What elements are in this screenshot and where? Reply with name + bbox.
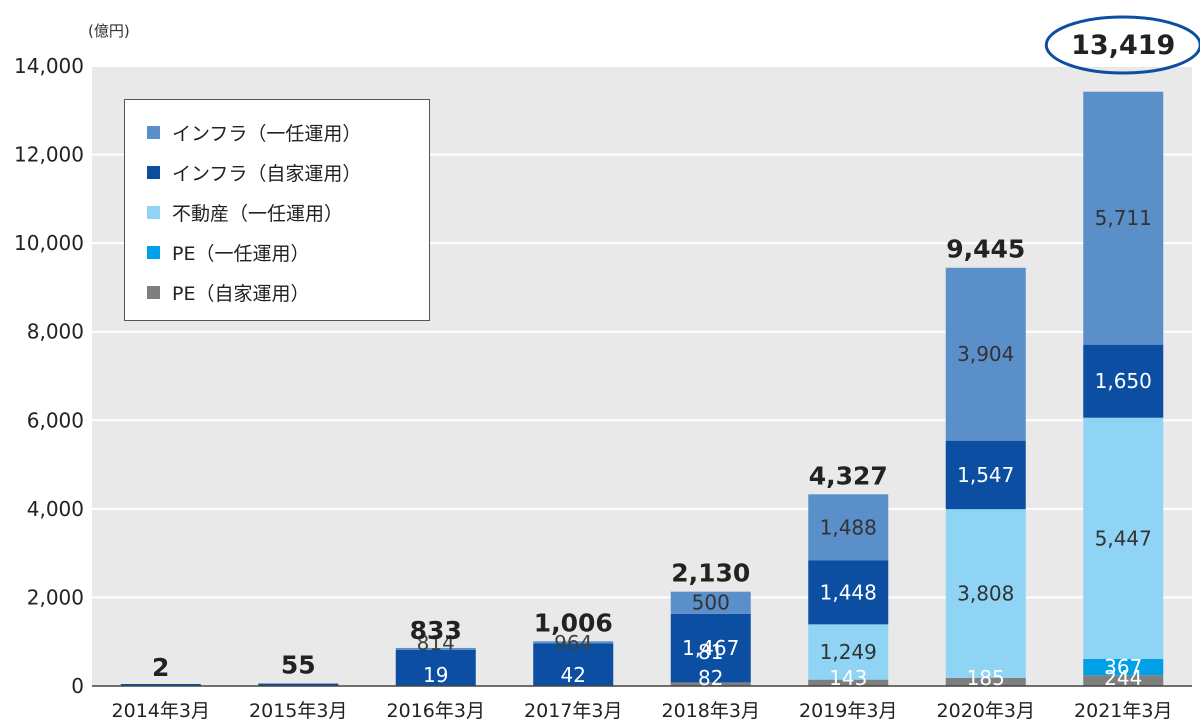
y-tick-label: 8,000 <box>27 320 84 344</box>
segment-label: 143 <box>829 666 867 690</box>
segment-label: 185 <box>967 666 1005 690</box>
segment-label: 1,249 <box>820 640 877 664</box>
y-axis-unit-label: (億円) <box>88 22 130 40</box>
y-tick-label: 2,000 <box>27 585 84 609</box>
total-label: 13,419 <box>1071 30 1175 61</box>
bar-segment <box>945 267 1026 441</box>
segment-label: 3,808 <box>957 581 1014 605</box>
segment-label: 367 <box>1104 655 1142 679</box>
segment-label: 500 <box>692 591 730 615</box>
y-tick-label: 4,000 <box>27 497 84 521</box>
x-tick-label: 2016年3月 <box>387 700 485 722</box>
segment-label: 82 <box>698 666 723 690</box>
legend-label: インフラ（一任運用） <box>172 122 362 145</box>
total-label: 55 <box>281 651 316 680</box>
segment-label: 244 <box>1104 666 1142 690</box>
legend-swatch <box>147 285 160 299</box>
y-tick-label: 12,000 <box>14 143 84 167</box>
bar-segment <box>533 641 614 644</box>
bar-segment <box>808 624 889 680</box>
legend-swatch <box>147 165 160 179</box>
segment-label: 1,467 <box>682 636 739 660</box>
x-tick-label: 2014年3月 <box>112 700 210 722</box>
bar-segment <box>1083 417 1164 659</box>
highlight-ellipse <box>1044 15 1200 75</box>
bar-segment <box>395 649 476 686</box>
bar-segment <box>1083 344 1164 418</box>
total-label: 4,327 <box>809 461 888 490</box>
bar-segment <box>258 683 339 686</box>
y-axis: 0 2,000 4,000 6,000 8,000 10,000 12,000 14,000 <box>14 54 84 698</box>
bar-segment <box>1083 658 1164 676</box>
total-label: 9,445 <box>946 235 1025 264</box>
bar-segment <box>395 647 476 650</box>
legend-item: インフラ（自家運用） <box>147 152 429 192</box>
y-tick-label: 14,000 <box>14 54 84 78</box>
y-tick-label: 0 <box>71 674 84 698</box>
legend-label: インフラ（自家運用） <box>172 162 362 185</box>
segment-label: 1,650 <box>1095 369 1152 393</box>
legend-item: インフラ（一任運用） <box>147 112 429 152</box>
legend: インフラ（一任運用） インフラ（自家運用） 不動産（一任運用） PE（一任運用）… <box>124 99 430 321</box>
x-axis: 2014年3月 2015年3月 2016年3月 2017年3月 2018年3月 2019年… <box>92 685 1192 722</box>
x-tick-label: 2020年3月 <box>937 700 1035 722</box>
bar-segment <box>1083 675 1164 686</box>
bars <box>120 91 1164 686</box>
bar-segment <box>808 494 889 561</box>
total-label: 2 <box>152 653 169 682</box>
segment-label: 5,447 <box>1095 526 1152 550</box>
legend-label: PE（一任運用） <box>172 242 310 265</box>
legend-swatch <box>147 245 160 259</box>
segment-label: 964 <box>554 631 592 655</box>
x-tick-label: 2021年3月 <box>1074 700 1172 722</box>
total-label: 1,006 <box>534 608 613 637</box>
total-label: 833 <box>410 616 462 645</box>
segment-label: 42 <box>561 663 586 687</box>
y-tick-label: 10,000 <box>14 231 84 255</box>
bar-segment <box>945 509 1026 678</box>
x-tick-label: 2015年3月 <box>249 700 347 722</box>
x-tick-label: 2017年3月 <box>524 700 622 722</box>
segment-label: 814 <box>417 631 455 655</box>
legend-item: PE（自家運用） <box>147 272 429 312</box>
segment-label: 1,547 <box>957 463 1014 487</box>
bar-segment <box>670 682 751 686</box>
x-tick-label: 2018年3月 <box>662 700 760 722</box>
segment-label: 19 <box>423 663 448 687</box>
legend-swatch <box>147 125 160 139</box>
bar-segment <box>670 613 751 683</box>
total-label: 2,130 <box>671 559 750 588</box>
bar-segment <box>1083 91 1164 345</box>
legend-swatch <box>147 205 160 219</box>
legend-item: 不動産（一任運用） <box>147 192 429 232</box>
segment-label: 81 <box>698 640 723 664</box>
segment-label: 1,488 <box>820 515 877 539</box>
legend-label: PE（自家運用） <box>172 282 310 305</box>
bar-segment <box>808 679 889 686</box>
segment-label: 1,448 <box>820 580 877 604</box>
bar-segment <box>945 677 1026 686</box>
bar-segment <box>670 591 751 614</box>
legend-item: PE（一任運用） <box>147 232 429 272</box>
x-tick-label: 2019年3月 <box>799 700 897 722</box>
bar-segment <box>533 643 614 686</box>
segment-label: 3,904 <box>957 342 1014 366</box>
y-tick-label: 6,000 <box>27 408 84 432</box>
bar-segment <box>808 560 889 625</box>
bar-segment <box>945 440 1026 510</box>
legend-label: 不動産（一任運用） <box>172 202 344 225</box>
segment-label: 5,711 <box>1095 206 1152 230</box>
bar-segment <box>120 684 201 686</box>
